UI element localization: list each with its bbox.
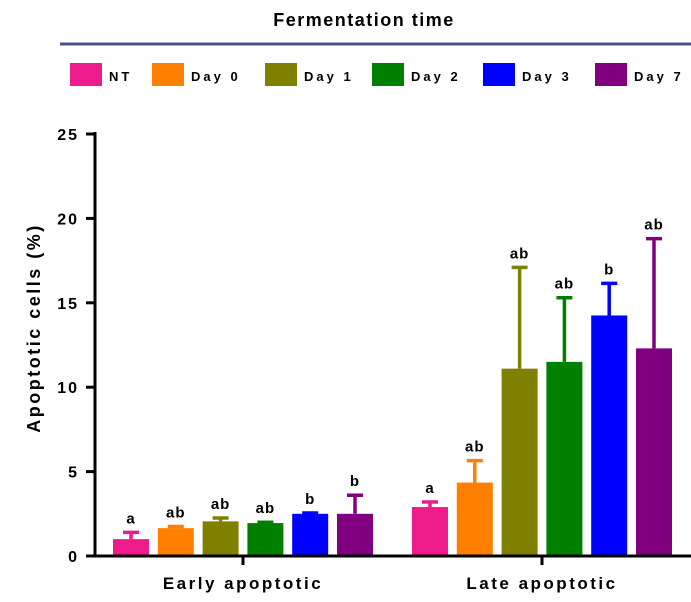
legend-swatch-day-3 bbox=[483, 63, 515, 86]
bar bbox=[292, 513, 329, 556]
legend-swatch-day-0 bbox=[152, 63, 184, 86]
significance-label: ab bbox=[256, 500, 276, 517]
x-category-label: Late apoptotic bbox=[466, 574, 617, 593]
significance-label: ab bbox=[166, 504, 186, 521]
legend-label: Day 2 bbox=[411, 69, 461, 84]
legend: NT Day 0 Day 1 Day 2 Day 3 Day 7 bbox=[70, 63, 684, 86]
plot-area: a ab ab ab b b a ab ab ab b ab bbox=[113, 217, 672, 556]
legend-swatch-day-2 bbox=[372, 63, 404, 86]
chart-title: Fermentation time bbox=[273, 10, 455, 30]
y-tick-label: 10 bbox=[57, 380, 79, 397]
y-axis-label: Apoptotic cells (%) bbox=[24, 223, 44, 433]
bar bbox=[591, 315, 628, 556]
axes: 0 5 10 15 20 25 Early apoptotic Late apoptotic bbox=[57, 127, 691, 593]
bar bbox=[546, 361, 583, 556]
significance-label: ab bbox=[555, 276, 575, 293]
bar bbox=[337, 513, 373, 556]
bar bbox=[636, 348, 672, 556]
significance-label: ab bbox=[510, 245, 530, 262]
significance-label: a bbox=[425, 480, 434, 497]
bar bbox=[202, 521, 239, 556]
legend-label: Day 0 bbox=[191, 69, 241, 84]
y-tick-label: 5 bbox=[68, 465, 79, 482]
significance-label: ab bbox=[644, 217, 664, 234]
y-tick-label: 15 bbox=[57, 296, 79, 313]
significance-label: b bbox=[305, 491, 315, 508]
y-tick-label: 25 bbox=[57, 127, 79, 144]
legend-swatch-nt bbox=[70, 63, 102, 86]
legend-label: Day 3 bbox=[522, 69, 572, 84]
y-tick-label: 0 bbox=[68, 549, 79, 566]
significance-label: b bbox=[350, 473, 360, 490]
x-category-label: Early apoptotic bbox=[163, 574, 323, 593]
legend-swatch-day-1 bbox=[265, 63, 297, 86]
legend-swatch-day-7 bbox=[595, 63, 627, 86]
significance-label: ab bbox=[465, 439, 485, 456]
bar bbox=[412, 507, 448, 556]
bar bbox=[157, 528, 194, 556]
y-tick-label: 20 bbox=[57, 211, 79, 228]
bar bbox=[247, 523, 284, 556]
bar bbox=[113, 539, 149, 556]
significance-label: a bbox=[126, 510, 135, 527]
legend-label: Day 7 bbox=[634, 69, 684, 84]
significance-label: ab bbox=[211, 496, 231, 513]
legend-label: Day 1 bbox=[304, 69, 354, 84]
legend-label: NT bbox=[109, 69, 132, 84]
bar bbox=[501, 368, 538, 556]
significance-label: b bbox=[604, 261, 614, 278]
bar bbox=[456, 482, 493, 556]
